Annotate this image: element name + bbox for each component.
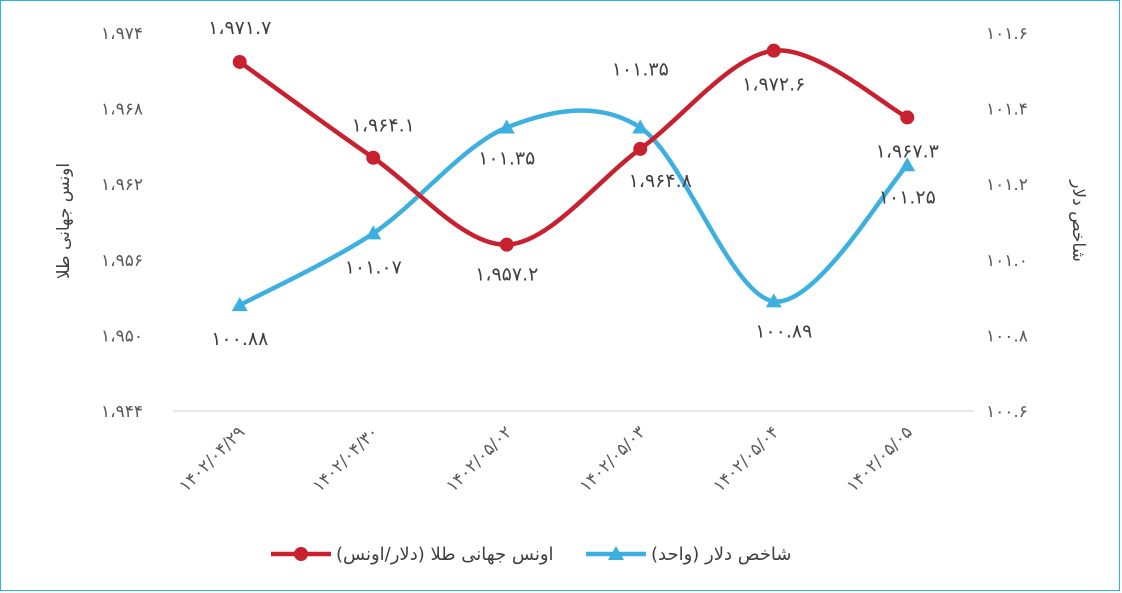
x-axis-tick-label: ۱۴۰۲/۰۵/۰۳ [576, 422, 650, 496]
gold-ounce-data-label: ۱،۹۶۴.۸ [629, 170, 692, 192]
gold-ounce-data-label: ۱،۹۵۷.۲ [475, 264, 538, 286]
left-axis-tick-label: ۱،۹۴۴ [101, 402, 143, 422]
right-axis-tick-label: ۱۰۰.۶ [986, 402, 1028, 422]
gold-ounce-point [766, 43, 781, 58]
right-axis-tick-label: ۱۰۱.۶ [986, 24, 1028, 44]
dollar-index-data-label: ۱۰۰.۸۹ [755, 320, 812, 342]
legend-dollar-index-marker [608, 546, 624, 560]
left-axis-tick-label: ۱،۹۵۶ [101, 251, 143, 271]
dollar-index-point [365, 225, 382, 240]
gold-ounce-data-label: ۱،۹۷۲.۶ [742, 74, 805, 96]
left-axis-tick-label: ۱،۹۶۲ [101, 175, 143, 195]
left-axis-tick-label: ۱،۹۶۸ [101, 100, 143, 120]
legend-gold-ounce-label: اونس جهانی طلا (دلار/اونس) [336, 544, 554, 565]
left-axis-tick-label: ۱،۹۷۴ [101, 24, 143, 44]
legend: اونس جهانی طلا (دلار/اونس) شاخص دلار (واح… [271, 544, 791, 565]
gold-ounce-point [900, 110, 915, 125]
right-axis-title: شاخص دلار [1068, 179, 1088, 262]
dollar-index-point [231, 297, 248, 312]
dollar-index-point [899, 157, 916, 172]
x-axis-tick-label: ۱۴۰۲/۰۵/۰۵ [843, 422, 917, 496]
gold-ounce-point [366, 150, 381, 165]
x-axis-tick-label: ۱۴۰۲/۰۵/۰۴ [709, 422, 783, 496]
left-axis-title: اونس جهانی طلا [54, 163, 74, 279]
gold-ounce-data-label: ۱،۹۶۷.۳ [876, 140, 939, 162]
x-axis-tick-label: ۱۴۰۲/۰۴/۳۰ [309, 422, 383, 496]
dollar-index-data-label: ۱۰۰.۸۸ [211, 328, 268, 350]
legend-dollar-index-label: شاخص دلار (واحد) [651, 544, 791, 565]
dollar-index-data-label: ۱۰۱.۰۷ [345, 256, 402, 278]
gold-ounce-data-label: ۱،۹۷۱.۷ [208, 17, 271, 39]
dollar-index-data-label: ۱۰۱.۳۵ [612, 59, 669, 81]
dollar-index-point [765, 293, 782, 308]
gold-ounce-point [499, 237, 514, 252]
left-axis-tick-label: ۱،۹۵۰ [101, 326, 143, 346]
dollar-index-data-label: ۱۰۱.۲۵ [879, 186, 936, 208]
right-axis-tick-label: ۱۰۱.۲ [986, 175, 1028, 195]
dollar-index-point [632, 119, 649, 134]
gold-ounce-data-label: ۱،۹۶۴.۱ [352, 115, 415, 137]
gold-ounce-point [633, 141, 648, 156]
right-axis-tick-label: ۱۰۱.۴ [986, 100, 1028, 120]
gold-ounce-point [232, 54, 247, 69]
x-axis-tick-label: ۱۴۰۲/۰۵/۰۲ [442, 422, 516, 496]
dollar-index-data-label: ۱۰۱.۳۵ [478, 148, 535, 170]
x-axis-tick-label: ۱۴۰۲/۰۴/۲۹ [175, 422, 249, 496]
right-axis-tick-label: ۱۰۰.۸ [986, 326, 1028, 346]
legend-gold-ounce-marker [294, 547, 308, 561]
dollar-index-point [498, 119, 515, 134]
gold-ounce-line [237, 48, 910, 247]
right-axis-tick-label: ۱۰۱.۰ [986, 251, 1028, 271]
